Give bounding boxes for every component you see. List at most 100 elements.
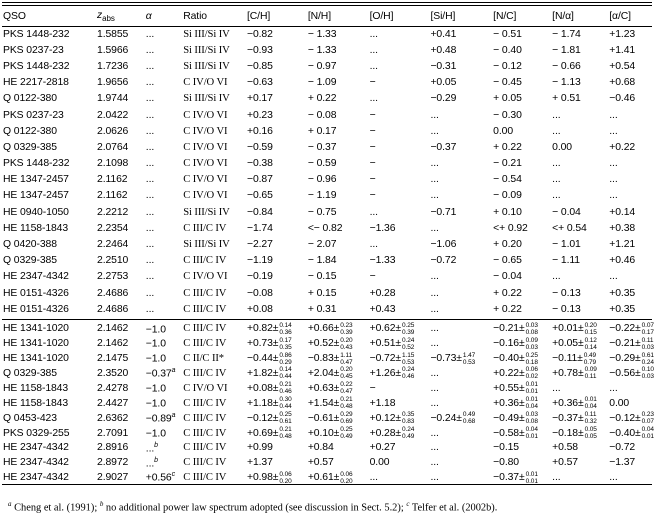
- alpha-symbol: α: [145, 11, 152, 22]
- upper-error: 0.35: [402, 411, 415, 419]
- cell-na: +0.36± 0.01 0.04: [552, 396, 609, 411]
- cell-zabs: 2.4686: [97, 303, 129, 315]
- value: ...: [552, 472, 561, 484]
- value: +0.78±: [552, 367, 584, 379]
- cell-nh: − 1.19: [307, 190, 337, 202]
- value: −0.16±: [493, 338, 525, 350]
- value: −0.56±: [609, 367, 641, 379]
- cell-sih: ...: [430, 287, 439, 299]
- cell-qso: HE 1341-1020: [3, 338, 69, 350]
- table-row: PKS 1448-232 1.7236... Si III/Si IV −0.85 − …: [3, 58, 654, 74]
- value-with-error: +0.05± 0.12 0.14: [552, 337, 597, 351]
- value: −0.11±: [552, 353, 583, 365]
- lower-error: 0.83: [402, 418, 415, 426]
- lower-error: 0.79: [583, 358, 597, 366]
- cell-nh: − 0.08: [307, 109, 337, 121]
- cell-qso: HE 2347-4342: [3, 442, 69, 454]
- upper-error: 0.06: [525, 366, 538, 374]
- cell-ac: +0.35: [609, 287, 636, 299]
- table-row: PKS 0237-23 2.0422... C IV/O VI +0.23 − 0.08…: [3, 107, 654, 123]
- upper-error: 0.24: [402, 366, 415, 374]
- error-bounds: 0.20 0.15: [585, 322, 597, 336]
- value-with-error: ...: [430, 398, 438, 409]
- upper-error: 0.20: [340, 336, 353, 344]
- cell-nc: <+ 0.92: [493, 222, 528, 234]
- cell-nh: − 0.15: [307, 271, 337, 283]
- cell-ac: +1.41: [609, 44, 636, 56]
- cell-qso: HE 0151-4326: [3, 287, 69, 299]
- value-with-error: −0.58± 0.04 0.01: [493, 426, 538, 440]
- value-with-error: +0.22± 0.06 0.02: [493, 366, 538, 380]
- cell-nh: +0.63± 0.22 0.47: [308, 381, 370, 396]
- lower-error: 0.07: [641, 418, 654, 426]
- cell-nh: − 0.75: [307, 206, 337, 218]
- upper-error: 0.49: [462, 411, 476, 419]
- cell-alpha: ...: [145, 77, 155, 89]
- cell-nc: −0.37± 0.01 0.01: [493, 470, 552, 485]
- cell-na: −0.37± 0.11 0.32: [552, 411, 609, 426]
- cell-alpha: ...b: [146, 441, 183, 456]
- value-with-error: −0.40± 0.25 0.18: [493, 352, 538, 366]
- lower-error: 0.47: [340, 388, 353, 396]
- value-with-error: +0.01± 0.20 0.15: [552, 322, 597, 336]
- cell-zabs: 2.2354: [97, 222, 129, 234]
- cell-alpha: ...: [145, 141, 155, 153]
- alpha-value: −0.37: [145, 368, 172, 380]
- cell-nh: − 2.07: [307, 239, 337, 251]
- upper-error: 0.21: [279, 381, 292, 389]
- upper-error: 0.61: [641, 351, 654, 359]
- table-row: Q 0453-423 2.6362 −0.89a C III/C IV −0.12± 0.…: [3, 411, 654, 426]
- footnote-ref: b: [154, 456, 158, 464]
- cell-ratio: C III/C IV: [183, 222, 227, 234]
- value-with-error: +0.12± 0.35 0.83: [370, 411, 415, 425]
- cell-alpha: ...: [145, 239, 155, 251]
- cell-ratio: C III/C IV: [183, 323, 227, 335]
- cell-zabs: 2.4427: [97, 397, 129, 409]
- cell-nc: + 0.20: [493, 239, 522, 251]
- cell-oh: −1.33: [369, 255, 396, 267]
- cell-alpha: −1.0: [146, 351, 183, 366]
- table-row: Q 0329-385 2.2510... C III/C IV −1.19 − 1.84…: [3, 253, 654, 269]
- lower-error: 0.03: [525, 343, 538, 351]
- upper-error: 0.01: [525, 381, 538, 389]
- cell-nc: − 0.40: [493, 44, 522, 56]
- value: −0.12±: [609, 412, 641, 424]
- upper-error: 1.11: [340, 351, 353, 359]
- cell-na: −0.11± 0.49 0.79: [552, 351, 609, 366]
- cell-ratio: C IV/O VI: [183, 109, 228, 121]
- upper-error: 1.47: [462, 351, 476, 359]
- cell-ch: −0.12± 0.25 0.61: [247, 411, 308, 426]
- cell-ac: +1.23: [609, 28, 636, 40]
- cell-ch: −0.82: [246, 28, 273, 40]
- col-header-ac: [α/C]: [609, 11, 631, 22]
- cell-nh: − 0.59: [307, 158, 337, 170]
- error-bounds: 0.09 0.11: [585, 366, 597, 380]
- value: +0.99: [246, 442, 273, 454]
- upper-error: 0.01: [525, 396, 538, 404]
- cell-sih: +0.41: [430, 28, 457, 40]
- cell-ac: +0.38: [609, 222, 636, 234]
- cell-oh: ...: [369, 28, 378, 40]
- value: −0.72: [609, 442, 636, 454]
- lower-error: 0.18: [525, 358, 538, 366]
- alpha-value: −1.0: [145, 353, 166, 365]
- error-bounds: 0.01 0.04: [585, 396, 597, 410]
- value-with-error: −0.18± 0.05 0.05: [552, 426, 597, 440]
- cell-zabs: 1.5855: [97, 28, 129, 40]
- table-row: HE 1347-2457 2.1162... C IV/O VI −0.65 − 1.1…: [3, 188, 654, 204]
- value-with-error: +0.69± 0.21 0.48: [247, 426, 292, 440]
- cell-zabs: 2.0422: [97, 109, 129, 121]
- lower-error: 0.49: [340, 433, 353, 441]
- cell-na: +0.57: [552, 455, 609, 470]
- upper-error: 0.04: [525, 426, 538, 434]
- value: −0.29±: [609, 353, 641, 365]
- cell-sih: +0.48: [430, 44, 457, 56]
- value-with-error: −0.21± 0.11 0.03: [609, 337, 654, 351]
- value-with-error: +0.52± 0.20 0.43: [308, 337, 353, 351]
- upper-error: 0.25: [402, 321, 415, 329]
- cell-ch: −0.87: [246, 174, 273, 186]
- cell-oh: −: [369, 174, 376, 186]
- upper-error: 0.11: [641, 336, 654, 344]
- error-bounds: 0.05 0.05: [585, 426, 597, 440]
- cell-ratio: C IV/O VI: [183, 158, 228, 170]
